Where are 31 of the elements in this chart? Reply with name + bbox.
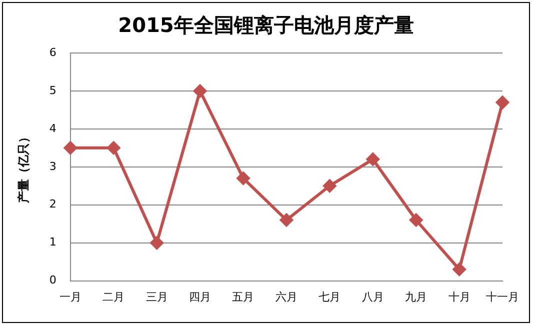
point [366,152,380,166]
y-tick-label: 4 [49,122,56,135]
point [194,84,207,98]
x-tick-label: 六月 [275,290,298,304]
y-tick-label: 3 [49,160,56,173]
point [107,141,120,154]
x-tick-label: 十月 [448,290,470,304]
x-tick-label: 二月 [102,290,125,304]
y-tick-label: 0 [49,274,56,287]
x-tick-label: 一月 [59,290,82,304]
y-axis-title: 产量（亿只） [16,130,30,204]
x-tick-label: 十一月 [486,290,519,304]
x-tick-label: 四月 [189,290,212,304]
y-tick-label: 1 [49,236,56,249]
point [496,96,509,109]
y-tick-label: 2 [49,198,56,211]
point [323,179,336,192]
x-tick-label: 五月 [232,290,254,304]
point [64,141,77,154]
point [280,214,293,227]
y-tick-label: 5 [49,84,56,97]
x-tick-label: 三月 [146,290,168,304]
point [236,172,250,185]
chart-title: 2015年全国锂离子电池月度产量 [118,13,414,38]
x-tick-label: 八月 [362,290,384,304]
point [150,236,164,250]
y-tick-label: 6 [49,46,56,59]
x-tick-label: 七月 [318,290,341,304]
point [410,214,423,227]
point [452,262,466,276]
x-tick-label: 九月 [405,290,428,304]
